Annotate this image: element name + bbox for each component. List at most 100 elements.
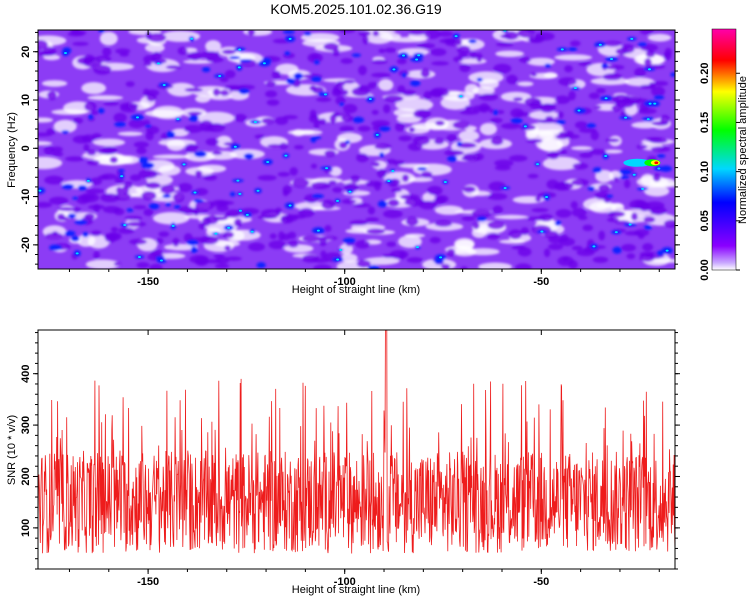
heatmap-mid-region bbox=[247, 30, 256, 36]
heatmap-mid-region bbox=[200, 127, 215, 132]
heatmap-mid-region bbox=[582, 224, 594, 231]
heatmap-mid-region bbox=[374, 143, 392, 150]
heatmap-high-region bbox=[606, 194, 613, 198]
heatmap-high-region bbox=[144, 124, 152, 128]
heatmap-mid-region bbox=[590, 130, 599, 141]
heatmap-mid-region bbox=[199, 119, 213, 130]
heatmap-spot bbox=[392, 68, 396, 71]
heatmap-low-region bbox=[170, 128, 189, 137]
heatmap-mid-region bbox=[461, 216, 476, 222]
heatmap-mid-region bbox=[211, 150, 223, 156]
heatmap-low-region bbox=[556, 136, 570, 147]
heatmap-high-region bbox=[82, 232, 89, 238]
heatmap-high-region bbox=[592, 167, 602, 174]
heatmap-low-region bbox=[434, 205, 464, 215]
heatmap-mid-region bbox=[371, 161, 380, 168]
heatmap-mid-region bbox=[103, 101, 120, 106]
heatmap-mid-region bbox=[368, 82, 378, 87]
heatmap-mid-region bbox=[93, 250, 100, 260]
heatmap-x-label: Height of straight line (km) bbox=[292, 284, 420, 296]
heatmap-spot bbox=[604, 155, 608, 158]
heatmap-low-region bbox=[479, 78, 500, 90]
heatmap-low-region bbox=[571, 146, 593, 151]
heatmap-mid-region bbox=[129, 174, 142, 182]
heatmap-mid-region bbox=[267, 143, 283, 148]
heatmap-mid-region bbox=[350, 175, 361, 183]
heatmap-mid-region bbox=[623, 179, 631, 189]
heatmap-mid-region bbox=[650, 146, 671, 153]
heatmap-mid-region bbox=[307, 52, 323, 63]
heatmap-spot bbox=[610, 57, 614, 60]
heatmap-low-region bbox=[582, 197, 610, 211]
heatmap-mid-region bbox=[109, 156, 118, 164]
heatmap-mid-region bbox=[311, 181, 331, 190]
heatmap-mid-region bbox=[268, 240, 286, 250]
heatmap-y-ticks: -20 -10 0 10 20 bbox=[20, 31, 680, 265]
heatmap-mid-region bbox=[187, 111, 202, 116]
heatmap-mid-region bbox=[266, 99, 280, 106]
heatmap-spot bbox=[648, 102, 652, 105]
heatmap-mid-region bbox=[46, 90, 57, 101]
heatmap-spot bbox=[325, 167, 329, 170]
heatmap-mid-region bbox=[652, 173, 661, 182]
heatmap-spot bbox=[288, 204, 292, 207]
heatmap-mid-region bbox=[598, 184, 611, 193]
heatmap-mid-region bbox=[557, 111, 564, 119]
colorbar-tick-label: 0.00 bbox=[699, 259, 711, 280]
heatmap-high-region bbox=[313, 59, 320, 65]
heatmap-high-region bbox=[165, 202, 171, 207]
heatmap-mid-region bbox=[472, 221, 480, 230]
snr-background bbox=[38, 330, 675, 569]
heatmap-mid-region bbox=[49, 196, 69, 205]
heatmap-mid-region bbox=[160, 184, 176, 194]
heatmap-mid-region bbox=[526, 138, 543, 143]
heatmap-spot bbox=[250, 230, 254, 233]
snr-y-label: SNR (10 * v/v) bbox=[6, 415, 18, 485]
heatmap-mid-region bbox=[224, 69, 236, 79]
heatmap-mid-region bbox=[51, 146, 63, 153]
heatmap-mid-region bbox=[476, 52, 483, 63]
snr-panel: -150 -100 -50 100 200 300 400 Height of strai… bbox=[6, 329, 680, 596]
heatmap-mid-region bbox=[651, 121, 669, 126]
heatmap-mid-region bbox=[517, 247, 532, 257]
heatmap-high-region bbox=[619, 175, 630, 179]
heatmap-high-region bbox=[97, 108, 105, 114]
heatmap-low-region bbox=[163, 243, 199, 251]
heatmap-mid-region bbox=[123, 181, 133, 189]
heatmap-low-region bbox=[378, 78, 394, 91]
x-tick-label: -50 bbox=[533, 576, 549, 588]
heatmap-mid-region bbox=[51, 231, 59, 236]
y-tick-label: -20 bbox=[20, 237, 32, 253]
heatmap-mid-region bbox=[126, 221, 147, 227]
heatmap-mid-region bbox=[318, 118, 327, 125]
y-tick-label: -10 bbox=[20, 189, 32, 205]
heatmap-high-region bbox=[410, 80, 421, 87]
heatmap-high-region bbox=[310, 75, 322, 82]
heatmap-mid-region bbox=[129, 238, 148, 245]
y-tick-label: 100 bbox=[20, 519, 32, 537]
heatmap-mid-region bbox=[381, 253, 396, 258]
heatmap-mid-region bbox=[458, 52, 468, 58]
heatmap-mid-region bbox=[401, 174, 410, 183]
heatmap-mid-region bbox=[118, 227, 135, 234]
heatmap-mid-region bbox=[146, 93, 157, 102]
heatmap-mid-region bbox=[440, 263, 451, 269]
heatmap-mid-region bbox=[289, 167, 298, 176]
heatmap-mid-region bbox=[125, 81, 135, 87]
heatmap-mid-region bbox=[571, 178, 589, 186]
heatmap-mid-region bbox=[548, 236, 564, 244]
heatmap-mid-region bbox=[61, 216, 70, 221]
heatmap-mid-region bbox=[506, 74, 518, 85]
heatmap-high-region bbox=[367, 265, 380, 269]
heatmap-mid-region bbox=[629, 199, 648, 210]
heatmap-mid-region bbox=[365, 217, 380, 222]
heatmap-high-region bbox=[243, 153, 255, 160]
heatmap-spot bbox=[227, 226, 231, 229]
heatmap-spot bbox=[75, 252, 79, 255]
heatmap-mid-region bbox=[313, 121, 320, 129]
heatmap-mid-region bbox=[38, 39, 48, 50]
heatmap-mid-region bbox=[144, 61, 152, 67]
heatmap-mid-region bbox=[588, 92, 600, 100]
heatmap-mid-region bbox=[460, 266, 468, 269]
